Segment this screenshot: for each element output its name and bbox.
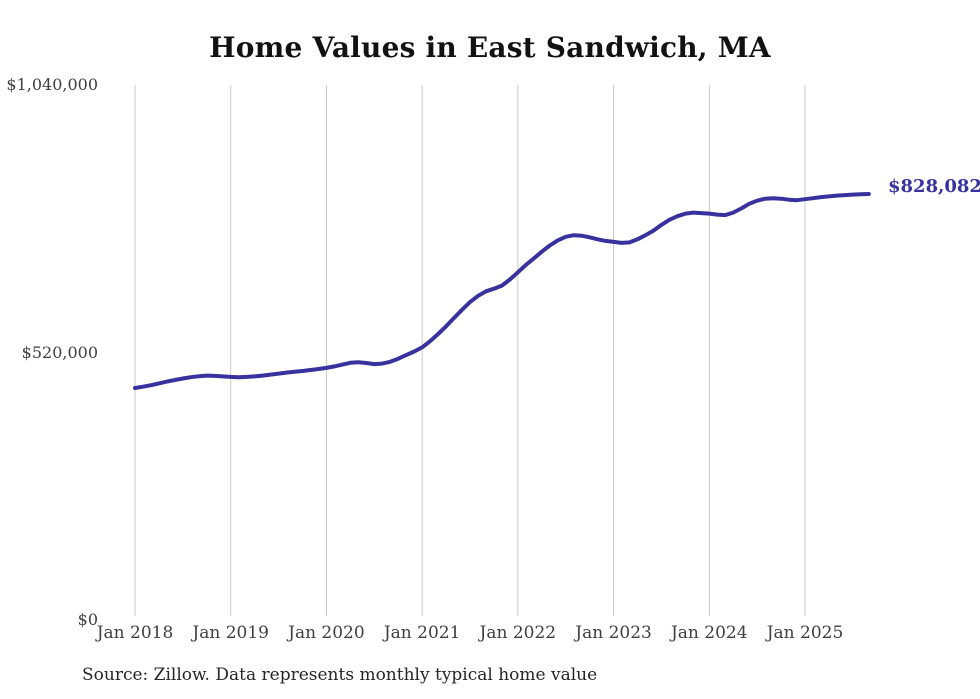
- x-axis-tick-label: Jan 2023: [575, 623, 652, 643]
- current-value-label: $828,082: [888, 176, 980, 197]
- x-axis-tick-label: Jan 2018: [96, 623, 174, 643]
- y-axis-tick-label: $520,000: [21, 343, 98, 362]
- y-axis-tick-label: $0: [77, 610, 98, 629]
- x-axis-tick-label: Jan 2024: [670, 623, 748, 643]
- source-note: Source: Zillow. Data represents monthly …: [82, 665, 598, 685]
- x-axis-tick-label: Jan 2019: [192, 623, 269, 643]
- x-axis-tick-label: Jan 2025: [766, 623, 844, 643]
- y-axis-tick-label: $1,040,000: [6, 75, 98, 94]
- x-axis-tick-label: Jan 2020: [288, 623, 365, 643]
- home-value-line: [133, 192, 871, 390]
- x-axis-tick-label: Jan 2021: [383, 623, 461, 643]
- x-axis-tick-label: Jan 2022: [479, 623, 557, 643]
- chart-title: Home Values in East Sandwich, MA: [209, 31, 771, 64]
